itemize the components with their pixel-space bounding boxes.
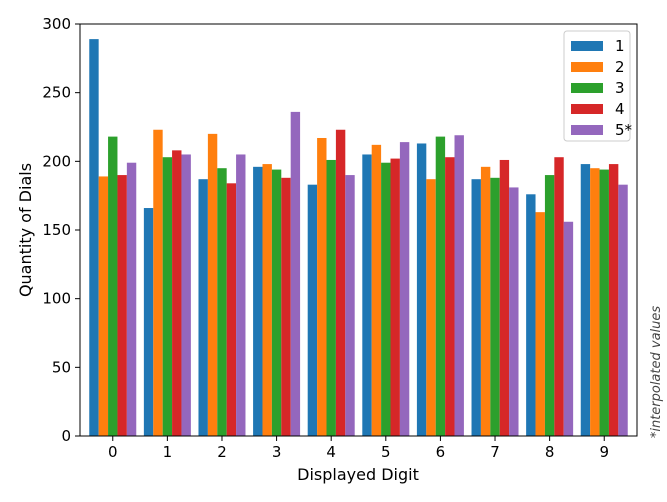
bars-group	[89, 39, 628, 437]
bar-series-4-digit-4	[335, 129, 346, 436]
bar-series-2-digit-4	[317, 137, 327, 437]
bar-series-3-digit-5	[381, 162, 391, 436]
bar-series-4-digit-8	[554, 157, 564, 436]
bar-series-5-digit-1	[181, 154, 191, 436]
legend-swatch	[571, 125, 603, 135]
y-tick-label: 300	[42, 15, 71, 33]
x-tick-label: 6	[436, 443, 446, 461]
legend-swatch	[571, 41, 603, 51]
x-tick-label: 3	[272, 443, 282, 461]
y-tick-label: 100	[42, 290, 71, 308]
bar-series-2-digit-7	[480, 166, 491, 436]
bar-series-4-digit-5	[390, 158, 400, 436]
bar-series-4-digit-7	[499, 159, 510, 436]
interpolated-note: *interpolated values	[649, 306, 664, 439]
x-axis-title: Displayed Digit	[297, 465, 419, 484]
bar-series-1-digit-1	[143, 208, 154, 436]
x-tick-label: 5	[381, 443, 391, 461]
bar-series-5-digit-8	[563, 221, 574, 436]
bar-series-4-digit-1	[172, 150, 182, 436]
bar-series-2-digit-3	[262, 164, 272, 436]
bar-series-5-digit-0	[126, 162, 137, 436]
legend-swatch	[571, 104, 603, 114]
legend-label: 3	[615, 79, 625, 97]
legend: 1 2 3 4 5*	[563, 30, 633, 142]
bar-series-1-digit-6	[416, 143, 427, 437]
x-tick-label: 4	[326, 443, 336, 461]
bar-series-3-digit-6	[435, 136, 446, 437]
x-tick-label: 0	[108, 443, 118, 461]
legend-swatch	[571, 62, 603, 72]
bar-series-3-digit-7	[490, 177, 500, 436]
bar-series-5-digit-7	[509, 187, 519, 436]
bar-series-3-digit-2	[217, 168, 227, 436]
x-tick-label: 2	[217, 443, 227, 461]
bar-series-3-digit-1	[162, 157, 173, 436]
bar-series-5-digit-3	[290, 111, 301, 436]
bar-series-5-digit-4	[345, 175, 355, 436]
legend-label: 2	[615, 58, 625, 76]
x-tick-label: 1	[163, 443, 173, 461]
bar-series-2-digit-6	[426, 179, 436, 436]
bar-series-3-digit-4	[326, 159, 336, 436]
bar-series-1-digit-9	[580, 164, 591, 436]
bar-series-5-digit-5	[399, 142, 410, 437]
x-tick-label: 7	[490, 443, 500, 461]
bar-series-5-digit-9	[618, 184, 628, 436]
bar-series-1-digit-4	[307, 184, 318, 436]
bar-series-4-digit-9	[608, 164, 619, 436]
legend-label: 4	[615, 100, 625, 118]
bar-series-4-digit-3	[281, 177, 291, 436]
y-tick-label: 50	[52, 358, 71, 376]
bar-series-3-digit-9	[599, 169, 609, 436]
bar-series-2-digit-8	[535, 212, 545, 436]
y-tick-label: 200	[42, 152, 71, 170]
legend-label: 1	[615, 37, 625, 55]
bar-series-1-digit-7	[471, 179, 481, 436]
y-tick-label: 0	[61, 427, 71, 445]
x-tick-label: 9	[599, 443, 609, 461]
bar-series-2-digit-5	[371, 144, 382, 436]
y-tick-label: 150	[42, 221, 71, 239]
x-tick-label: 8	[545, 443, 555, 461]
bar-series-5-digit-6	[454, 135, 464, 437]
bar-series-2-digit-1	[153, 129, 163, 436]
bar-series-1-digit-3	[253, 166, 263, 436]
legend-label: 5*	[615, 121, 633, 139]
bar-series-2-digit-2	[207, 133, 218, 436]
bar-series-4-digit-2	[226, 183, 237, 436]
x-axis: 0 1 2 3 4 5 6 7 8 9	[108, 436, 609, 461]
y-axis: 0 50 100 150 200 250 300	[42, 15, 80, 445]
bar-series-1-digit-5	[362, 154, 372, 436]
bar-series-2-digit-0	[98, 176, 109, 436]
bar-series-3-digit-0	[108, 136, 118, 437]
bar-series-3-digit-3	[271, 169, 282, 436]
bar-series-5-digit-2	[236, 154, 246, 436]
y-axis-title: Quantity of Dials	[16, 163, 35, 297]
bar-series-1-digit-0	[89, 39, 99, 437]
bar-series-1-digit-8	[526, 194, 536, 436]
bar-series-4-digit-0	[117, 175, 127, 436]
legend-swatch	[571, 83, 603, 93]
bar-series-4-digit-6	[445, 157, 455, 436]
y-tick-label: 250	[42, 84, 71, 102]
bar-series-3-digit-8	[544, 175, 555, 436]
bar-series-1-digit-2	[198, 179, 208, 436]
bar-series-2-digit-9	[590, 168, 600, 436]
